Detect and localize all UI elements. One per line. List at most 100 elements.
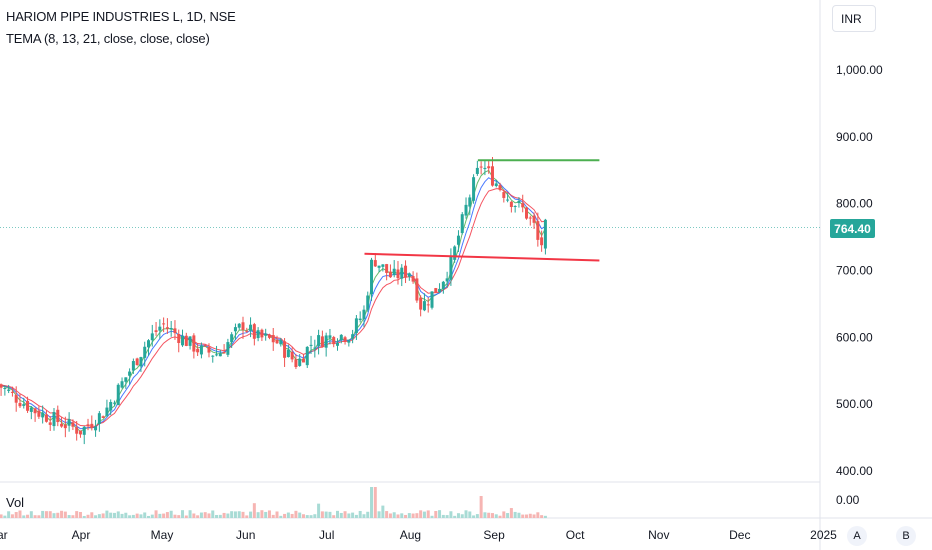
volume-bar xyxy=(199,512,203,518)
volume-bar xyxy=(7,511,11,518)
candle-body xyxy=(370,259,374,295)
volume-bar xyxy=(362,514,366,518)
volume-label[interactable]: Vol xyxy=(6,495,25,510)
time-axis[interactable]: Mar Apr May Jun Jul Aug Sep Oct Nov Dec 2025 xyxy=(0,528,837,542)
volume-bar xyxy=(196,515,200,518)
volume-bar xyxy=(154,510,158,518)
candle-body xyxy=(494,183,498,186)
candle-body xyxy=(82,426,86,435)
indicator-legend[interactable]: TEMA (8, 13, 21, close, close, close) xyxy=(6,31,210,46)
volume-bar xyxy=(124,512,128,518)
volume-bar xyxy=(177,515,181,518)
volume-bar xyxy=(445,515,449,518)
candle-body xyxy=(343,337,347,342)
time-tick-label: Jun xyxy=(236,528,255,542)
price-tick-label: 600.00 xyxy=(836,330,873,344)
time-tick-label: Apr xyxy=(72,528,91,542)
candle-body xyxy=(506,199,510,201)
volume-bar xyxy=(324,511,328,518)
candle-body xyxy=(453,246,457,260)
volume-bar xyxy=(226,513,230,518)
volume-bar xyxy=(407,513,411,518)
candle-body xyxy=(150,333,154,341)
volume-bar xyxy=(377,511,381,518)
volume-bar xyxy=(116,511,120,518)
candle-body xyxy=(479,166,483,168)
candle-body xyxy=(392,268,396,276)
candle-body xyxy=(29,407,33,412)
volume-bar xyxy=(112,512,116,518)
volume-bar xyxy=(71,515,75,518)
time-tick-label: Dec xyxy=(729,528,750,542)
volume-bar xyxy=(506,513,510,518)
volume-bar xyxy=(521,514,525,518)
volume-bar xyxy=(540,515,544,518)
log-scale-button[interactable]: B xyxy=(896,526,916,546)
tema-fast-line xyxy=(0,169,546,432)
volume-bar xyxy=(131,514,135,518)
volume-bar xyxy=(283,513,287,518)
candle-body xyxy=(298,358,302,366)
price-axis[interactable]: 1,000.00 900.00 800.00 700.00 600.00 500.00 40… xyxy=(836,63,883,507)
volume-bar xyxy=(147,515,150,518)
volume-bar xyxy=(483,512,487,518)
volume-bar xyxy=(317,503,321,518)
candle-body xyxy=(502,192,506,198)
volume-bar xyxy=(370,487,374,518)
candle-body xyxy=(162,323,166,325)
candle-body xyxy=(215,354,219,356)
candle-body xyxy=(309,344,313,346)
volume-bar xyxy=(203,512,207,518)
volume-bar xyxy=(332,515,336,518)
auto-scale-button[interactable]: A xyxy=(847,526,867,546)
candle-body xyxy=(71,422,75,427)
volume-bar xyxy=(422,511,426,518)
volume-bar xyxy=(264,511,268,518)
candle-body xyxy=(441,281,445,290)
volume-bar xyxy=(373,487,377,518)
price-tick-label: 700.00 xyxy=(836,264,873,278)
symbol-title[interactable]: HARIOM PIPE INDUSTRIES L, 1D, NSE xyxy=(6,9,236,24)
candle-body xyxy=(90,423,94,429)
volume-tick-label: 0.00 xyxy=(836,493,860,507)
volume-bar xyxy=(109,512,113,518)
candle-body xyxy=(490,166,494,186)
candle-body xyxy=(112,402,116,404)
candle-body xyxy=(475,167,479,174)
volume-bar xyxy=(441,514,445,518)
volume-bar xyxy=(509,508,513,518)
volume-bar xyxy=(94,515,98,518)
volume-bar xyxy=(18,510,22,518)
candle-body xyxy=(385,264,389,273)
volume-bar xyxy=(294,510,298,518)
candle-body xyxy=(207,346,211,353)
candle-body xyxy=(86,424,90,426)
candle-body xyxy=(211,355,215,357)
currency-button[interactable]: INR xyxy=(832,5,876,32)
candle-body xyxy=(483,167,487,169)
candle-body xyxy=(525,207,528,219)
volume-bar xyxy=(472,515,476,518)
time-tick-label: Sep xyxy=(483,528,505,542)
candle-body xyxy=(154,330,158,332)
time-tick-label: 2025 xyxy=(810,528,837,542)
candle-body xyxy=(411,276,415,282)
trend-lines[interactable] xyxy=(364,159,600,262)
candle-body xyxy=(320,336,324,347)
volume-bar xyxy=(381,505,385,518)
candle-body xyxy=(354,318,358,334)
candle-body xyxy=(22,404,26,406)
candle-body xyxy=(381,264,385,267)
volume-bar xyxy=(37,515,41,518)
candle-body xyxy=(336,342,339,346)
candle-body xyxy=(218,353,222,357)
volume-bar xyxy=(52,513,56,518)
volume-bar xyxy=(309,515,313,518)
price-tick-label: 800.00 xyxy=(836,197,873,211)
candle-body xyxy=(449,256,453,280)
volume-bar xyxy=(347,513,351,518)
volume-bar xyxy=(233,511,237,518)
candle-body xyxy=(245,330,249,332)
volume-bar xyxy=(354,514,358,518)
